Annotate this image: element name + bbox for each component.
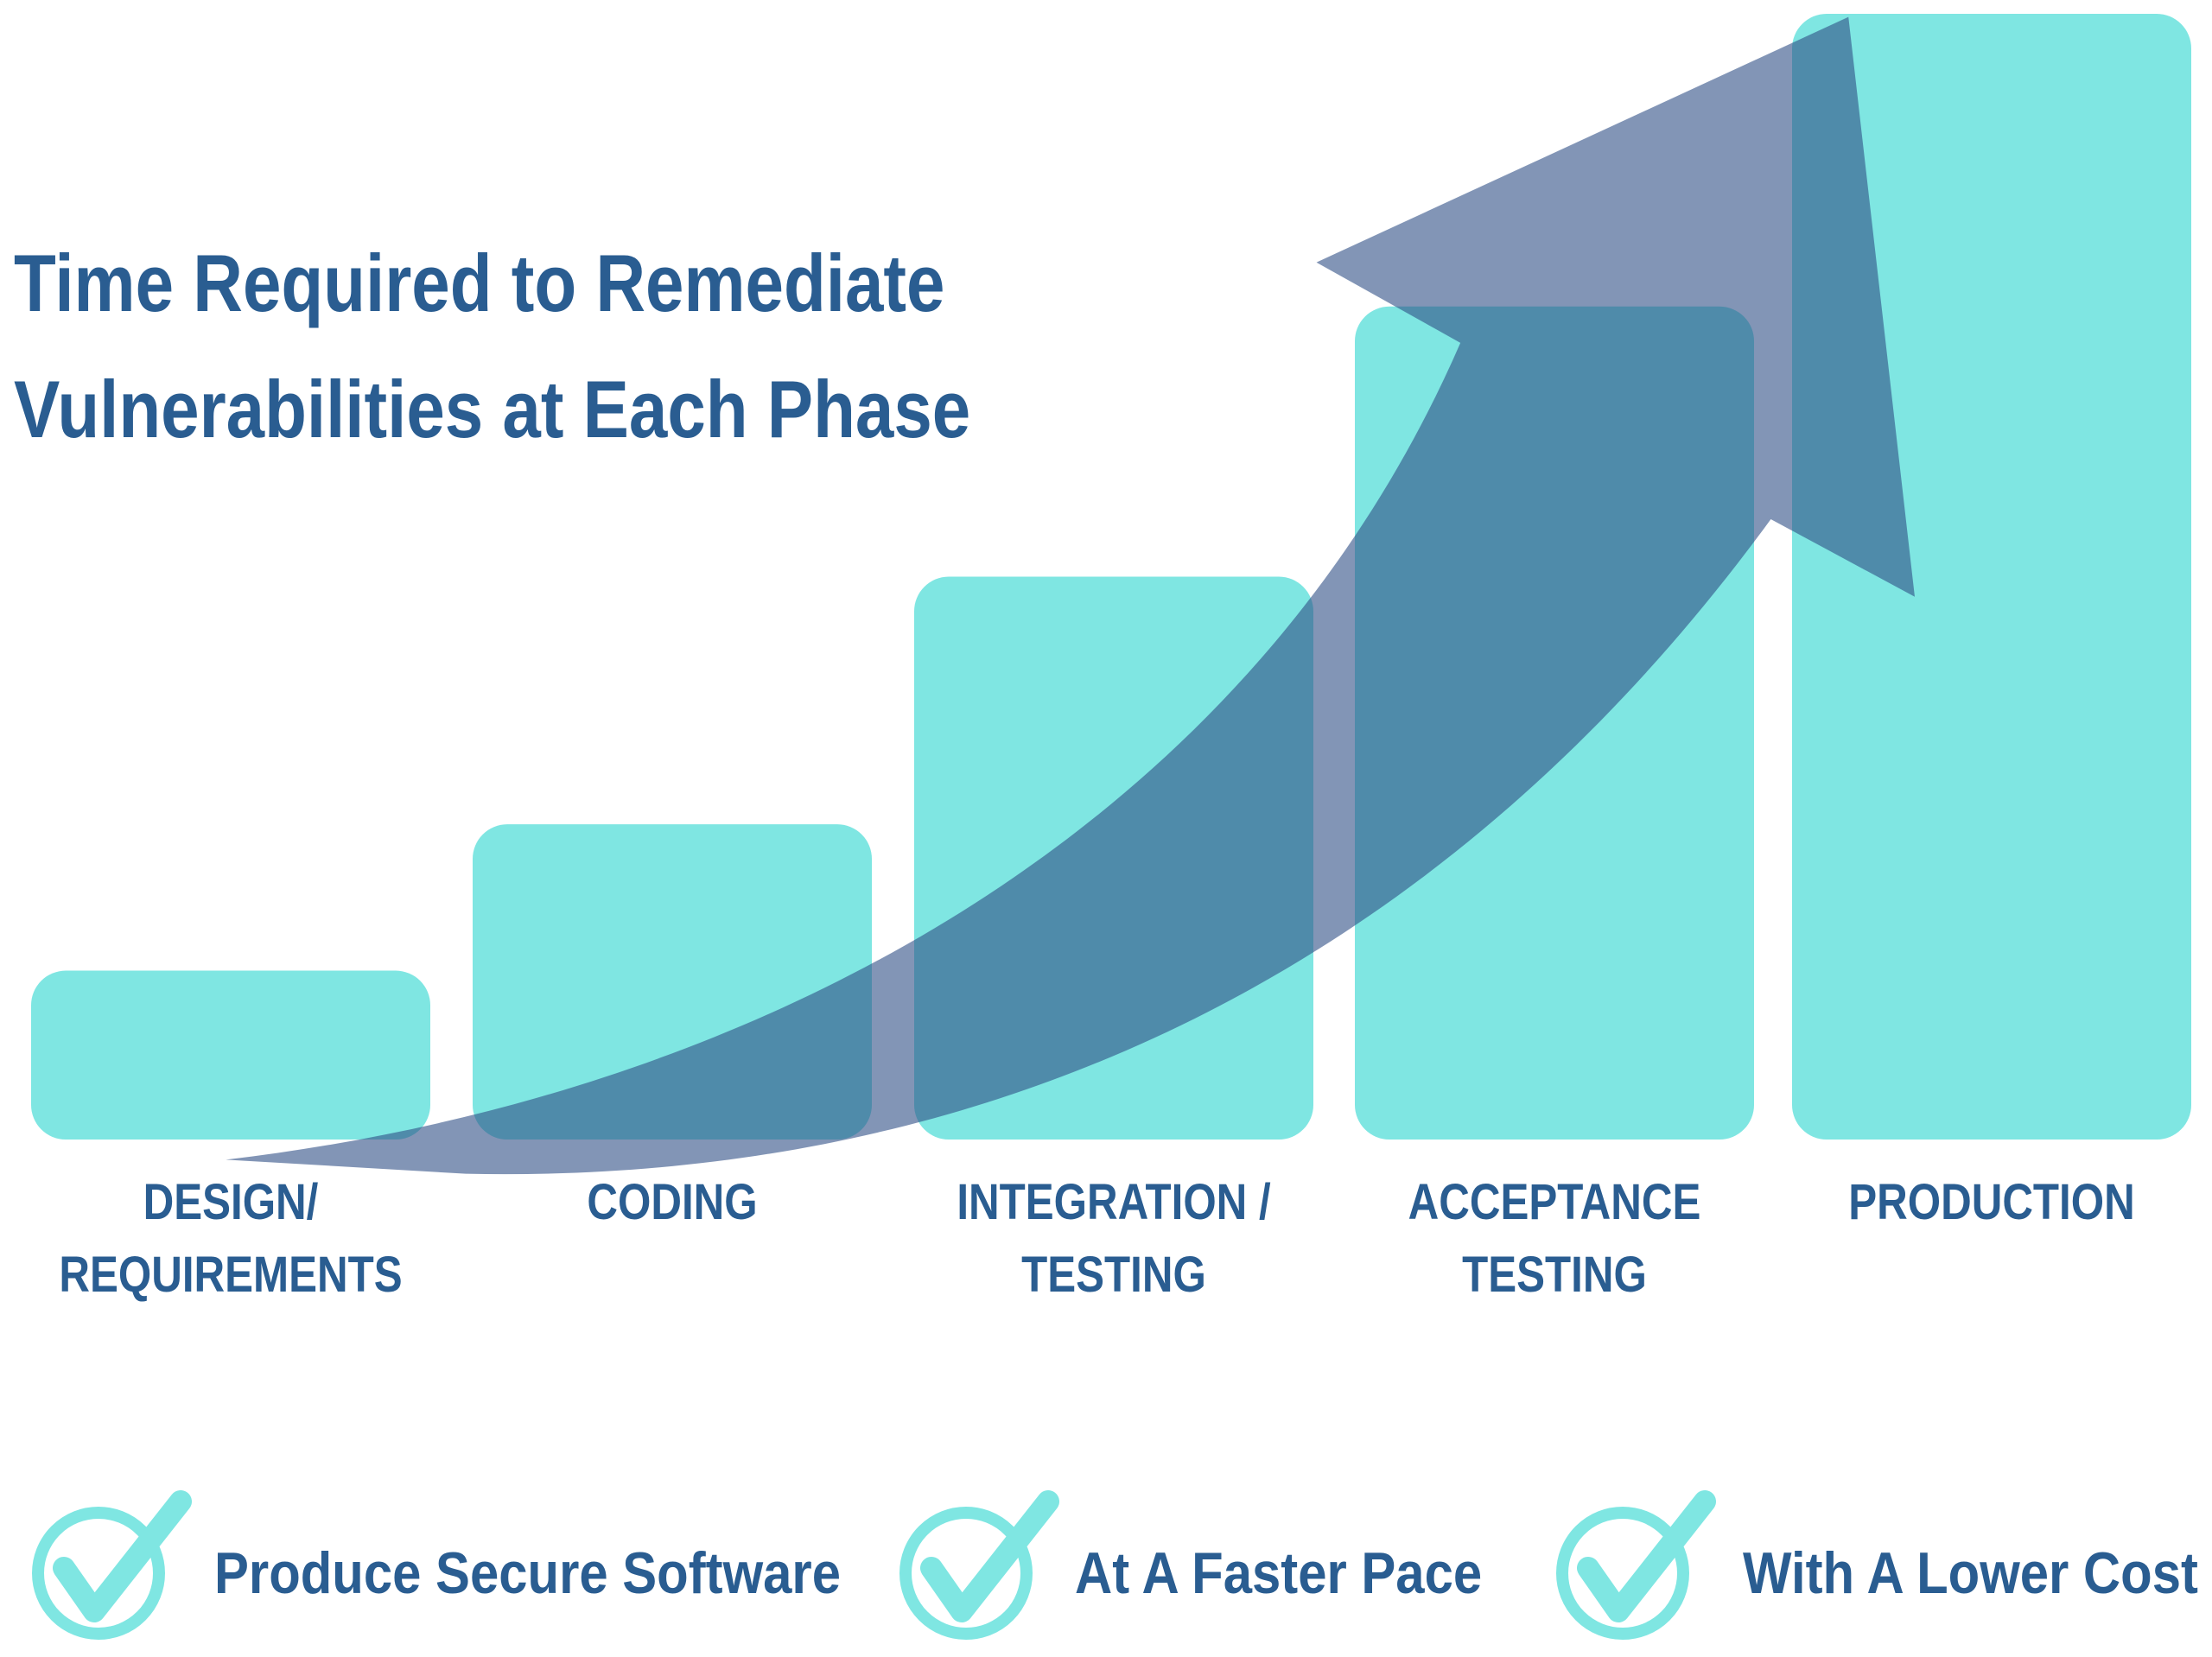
- check-circle: [1556, 1507, 1689, 1640]
- x-tick-label: PRODUCTION: [1848, 1174, 2135, 1230]
- check-circle: [32, 1507, 165, 1640]
- benefit-text: With A Lower Cost: [1743, 1540, 2198, 1606]
- trend-arrow: [226, 16, 1915, 1175]
- chart-title: Time Required to Remediate Vulnerabiliti…: [14, 238, 971, 454]
- bar: [31, 970, 430, 1140]
- benefit-text: Produce Secure Software: [214, 1540, 841, 1606]
- x-tick-label: ACCEPTANCE TESTING: [1408, 1174, 1701, 1303]
- benefit-text: At A Faster Pace: [1075, 1540, 1483, 1606]
- x-tick-label: CODING: [587, 1174, 758, 1230]
- check-mark: [1577, 1490, 1716, 1622]
- check-circle: [899, 1507, 1033, 1640]
- check-mark: [920, 1490, 1059, 1622]
- x-tick-label: DESIGN/ REQUIREMENTS: [59, 1174, 403, 1303]
- x-tick-label: INTEGRATION / TESTING: [957, 1174, 1271, 1303]
- bar: [1792, 14, 2191, 1140]
- check-mark: [53, 1490, 192, 1622]
